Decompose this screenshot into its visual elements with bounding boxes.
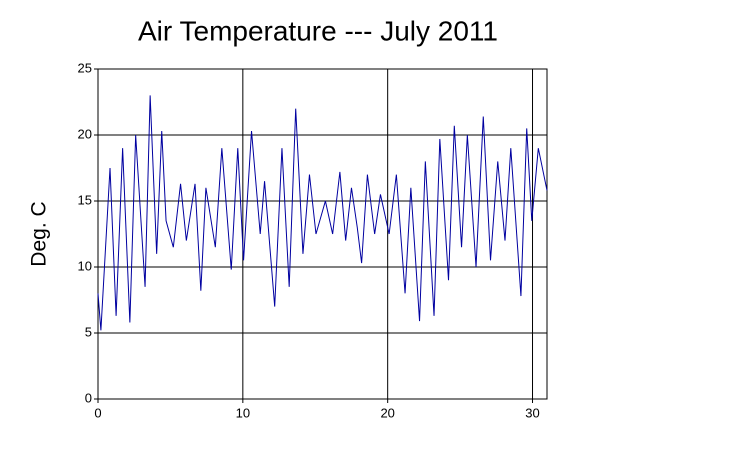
y-tick-label: 20	[78, 126, 92, 141]
y-tick-label: 15	[78, 192, 92, 207]
y-tick-label: 10	[78, 258, 92, 273]
y-tick-label: 0	[85, 390, 92, 405]
y-tick-label: 25	[78, 60, 92, 75]
x-tick-label: 10	[236, 405, 250, 420]
x-tick-label: 20	[380, 405, 394, 420]
y-axis-label: Deg. C	[28, 201, 51, 266]
temperature-line	[97, 95, 548, 331]
x-tick-label: 30	[525, 405, 539, 420]
y-tick-label: 5	[85, 324, 92, 339]
x-tick-label: 0	[94, 405, 101, 420]
chart-title: Air Temperature --- July 2011	[138, 15, 498, 46]
plot-frame	[97, 68, 548, 400]
